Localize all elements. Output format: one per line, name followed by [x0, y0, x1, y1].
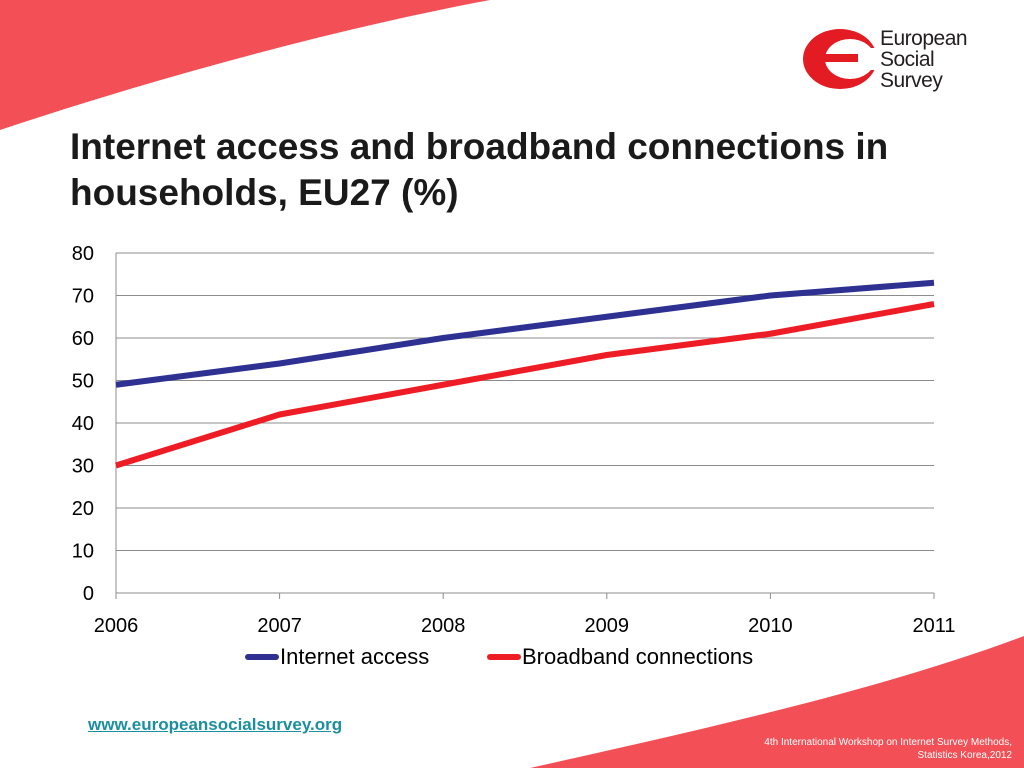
- x-tick-label-0: 2006: [94, 615, 139, 637]
- top-left-swoosh: [0, 0, 490, 130]
- website-link[interactable]: www.europeansocialsurvey.org: [88, 715, 343, 734]
- logo-line-1: European: [880, 27, 968, 50]
- footer-line-1: 4th International Workshop on Internet S…: [764, 737, 1012, 748]
- x-tick-label-5: 2011: [912, 615, 955, 637]
- y-tick-label-5: 50: [72, 371, 94, 393]
- x-tick-label-3: 2009: [585, 615, 630, 637]
- x-tick-label-2: 2008: [421, 615, 466, 637]
- logo-line-3: Survey: [880, 69, 943, 92]
- x-tick-label-4: 2010: [748, 615, 793, 637]
- y-tick-label-2: 20: [72, 498, 94, 520]
- series-line-1: [115, 301, 935, 469]
- logo-line-2: Social: [880, 48, 935, 71]
- line-chart: 0 10 20 30 40 50 60 70 80 2006 2007 2008 2009 2010 201…: [72, 243, 956, 669]
- series-line-0: [115, 279, 935, 388]
- ess-logo-icon: [803, 29, 880, 89]
- y-tick-label-7: 70: [72, 286, 94, 308]
- y-tick-label-6: 60: [72, 328, 94, 350]
- slide-title: Internet access and broadband connection…: [70, 126, 889, 213]
- legend-label-1: Broadband connections: [522, 644, 753, 669]
- y-tick-label-1: 10: [72, 541, 94, 563]
- y-tick-label-3: 30: [72, 456, 94, 478]
- y-tick-label-4: 40: [72, 413, 94, 435]
- y-tick-label-8: 80: [72, 243, 94, 265]
- footer-line-2: Statistics Korea,2012: [917, 750, 1013, 761]
- x-tick-label-1: 2007: [257, 615, 302, 637]
- bottom-right-swoosh: [530, 636, 1024, 768]
- footer-note: 4th International Workshop on Internet S…: [764, 736, 1012, 762]
- logo-wordmark: European Social Survey: [880, 27, 968, 92]
- legend-label-0: Internet access: [280, 644, 429, 669]
- y-tick-label-0: 0: [83, 583, 94, 605]
